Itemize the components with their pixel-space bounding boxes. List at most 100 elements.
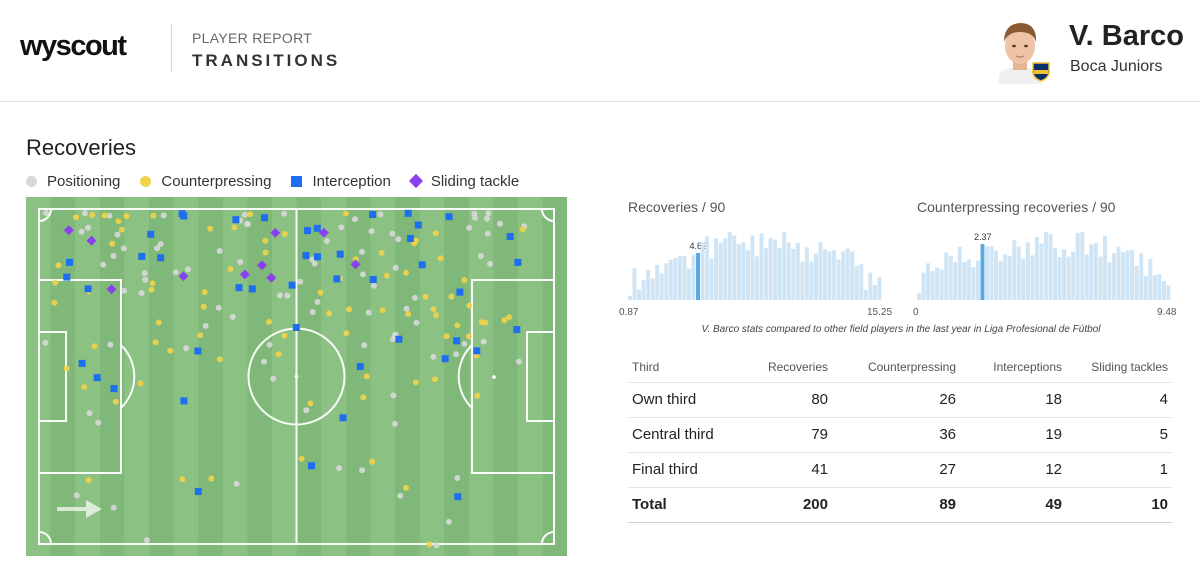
positioning-mark: [100, 261, 107, 268]
counterpressing-mark: [478, 319, 485, 326]
positioning-mark: [309, 256, 315, 263]
histogram-bar: [759, 233, 764, 300]
positioning-mark: [95, 419, 102, 426]
legend-label: Interception: [312, 172, 391, 190]
histogram-bar: [939, 269, 944, 300]
counterpressing-mark: [150, 212, 157, 219]
histogram-bar: [1062, 249, 1067, 300]
counterpressing-mark: [115, 218, 122, 225]
counterpressing-mark: [506, 314, 513, 321]
counterpressing-mark: [123, 213, 130, 220]
legend-label: Counterpressing: [161, 172, 272, 190]
histogram-bar: [989, 246, 994, 300]
positioning-mark: [390, 392, 397, 399]
counterpressing-mark: [81, 384, 88, 391]
histogram-bar: [1121, 252, 1126, 300]
interception-mark: [63, 273, 71, 281]
positioning-mark: [389, 230, 396, 237]
counterpressing-min-label: 0: [913, 307, 919, 318]
interception-square-icon: [291, 175, 303, 187]
histogram-bar: [1034, 237, 1039, 300]
histogram-bar: [637, 289, 642, 300]
team-crest-icon: [1032, 62, 1050, 82]
interception-mark: [441, 355, 449, 363]
interception-mark: [304, 227, 311, 235]
histogram-bar: [1066, 256, 1071, 300]
interception-mark: [314, 253, 321, 261]
positioning-mark: [142, 276, 149, 283]
interception-mark: [506, 233, 514, 240]
histogram-bar: [998, 261, 1003, 300]
counterpressing-mark: [155, 319, 162, 326]
table-cell: Central third: [628, 417, 740, 453]
positioning-mark: [403, 305, 410, 312]
histogram-bar: [677, 256, 682, 300]
sliding-tackle-mark: [239, 269, 250, 280]
positioning-mark: [487, 260, 494, 267]
legend-label: Positioning: [47, 172, 121, 190]
interception-mark: [248, 285, 256, 293]
positioning-mark: [303, 407, 310, 414]
positioning-mark: [266, 341, 273, 348]
histogram-bar: [1016, 246, 1021, 300]
positioning-mark: [120, 245, 127, 252]
recoveries-min-label: 0.87: [619, 307, 639, 318]
histogram-bar: [705, 236, 710, 300]
sliding-tackle-mark: [350, 259, 361, 270]
histogram-bar: [994, 250, 999, 300]
legend-item-positioning: Positioning: [26, 173, 120, 190]
positioning-mark: [392, 264, 399, 271]
counterpressing-mark: [465, 333, 472, 340]
counterpressing-mark: [383, 272, 390, 279]
legend-label: Sliding tackle: [430, 172, 520, 190]
interception-mark: [404, 209, 412, 217]
histogram-bar: [768, 238, 773, 300]
counterpressing-mark: [437, 255, 444, 262]
counterpressing-mark: [281, 332, 288, 339]
histogram-bar: [859, 264, 864, 300]
histogram-bar: [1030, 255, 1035, 300]
counterpressing-mark: [369, 458, 375, 465]
table-header-row: Third Recoveries Counterpressing Interce…: [628, 352, 1172, 383]
histogram-bar: [673, 258, 678, 300]
histogram-bar: [646, 269, 651, 300]
histogram-bar: [1107, 262, 1112, 300]
positioning-mark: [216, 248, 223, 254]
histogram-bar: [804, 247, 809, 300]
counterpressing-mark: [201, 289, 208, 296]
counterpressing-mark: [281, 230, 288, 237]
histogram-bar: [921, 272, 926, 300]
histogram-bar: [1089, 244, 1094, 300]
histogram-bar: [1007, 255, 1012, 300]
histogram-bar: [800, 261, 805, 300]
positioning-mark: [81, 210, 88, 217]
histogram-bar: [1161, 281, 1166, 300]
counterpressing-mark: [207, 225, 214, 232]
table-cell: Own third: [628, 382, 740, 418]
histogram-bar: [641, 280, 646, 300]
histogram-bar: [682, 256, 687, 300]
histogram-bar: [863, 290, 868, 300]
positioning-mark: [365, 309, 372, 316]
counterpressing-mark: [519, 226, 526, 233]
histogram-bar: [755, 256, 759, 300]
histogram-bar: [818, 241, 823, 300]
histogram-bar: [1134, 265, 1139, 300]
interception-mark: [194, 347, 202, 355]
table-cell: 1: [1066, 452, 1172, 488]
histogram-bar: [985, 246, 989, 300]
interception-mark: [369, 276, 377, 283]
interception-mark: [147, 230, 155, 238]
counterpressing-mark: [343, 330, 350, 337]
counterpressing-mark: [298, 455, 305, 462]
sliding-tackle-diamond-icon: [408, 173, 423, 189]
histogram-bar: [1116, 246, 1121, 300]
positioning-mark: [461, 340, 468, 347]
histogram-bar: [1125, 250, 1130, 300]
histogram-bar: [1084, 254, 1089, 300]
histogram-bar: [732, 235, 737, 300]
counterpressing-per90-title: Counterpressing recoveries / 90: [917, 199, 1116, 215]
histogram-bar: [777, 247, 782, 300]
interception-mark: [369, 211, 377, 218]
counterpressing-mark: [179, 476, 186, 483]
